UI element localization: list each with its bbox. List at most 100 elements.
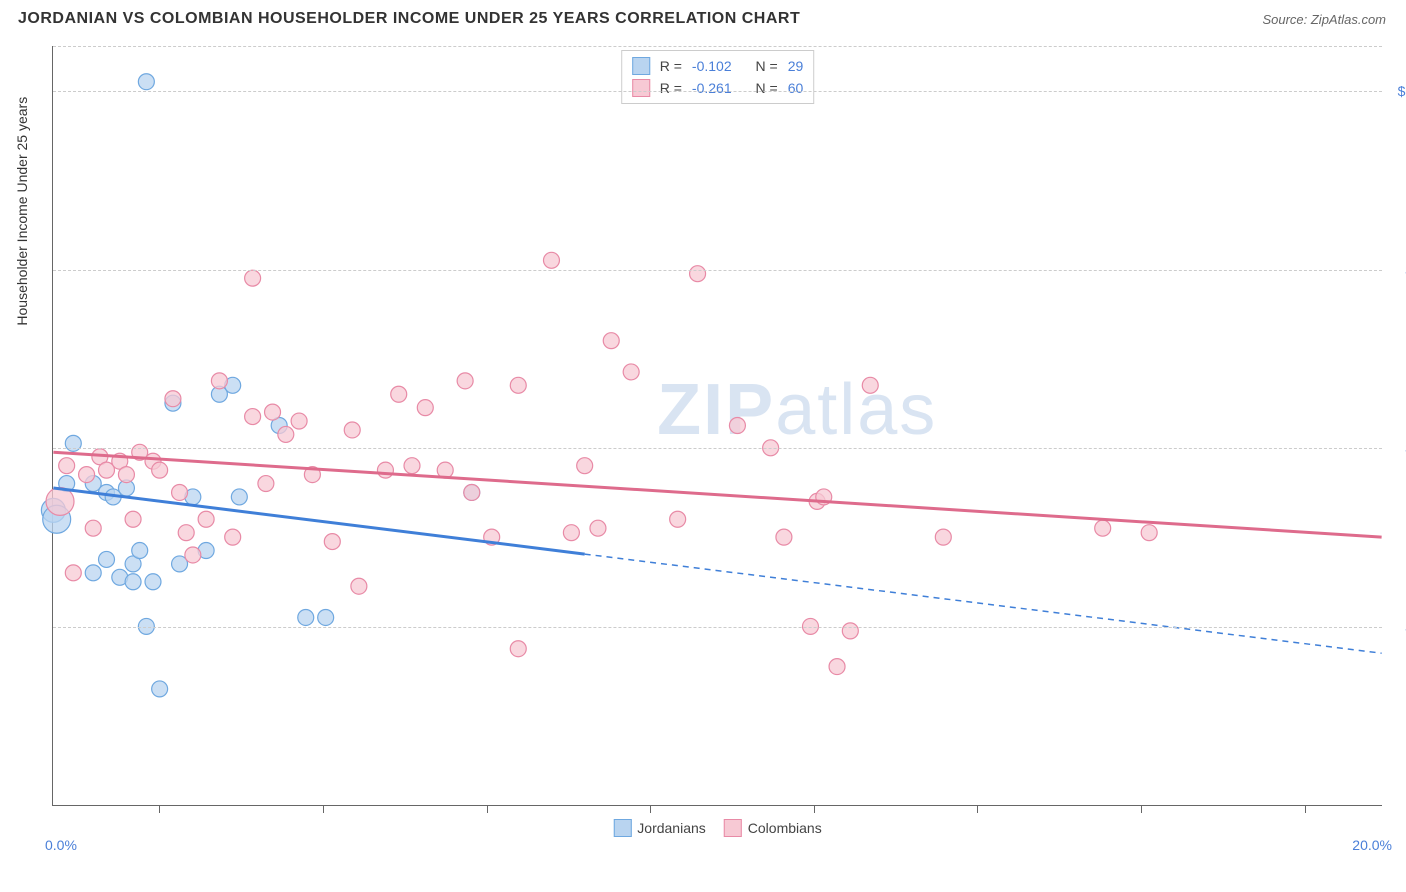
scatter-point: [125, 574, 141, 590]
gridline: [53, 46, 1382, 47]
x-tick: [977, 805, 978, 813]
n-label: N =: [756, 58, 778, 74]
scatter-point: [318, 609, 334, 625]
scatter-point: [729, 418, 745, 434]
scatter-point: [351, 578, 367, 594]
x-tick: [650, 805, 651, 813]
n-value-colombians: 60: [788, 80, 804, 96]
scatter-point: [125, 511, 141, 527]
scatter-point: [510, 641, 526, 657]
x-tick: [323, 805, 324, 813]
x-axis-min: 0.0%: [45, 837, 77, 853]
scatter-svg: [53, 46, 1382, 805]
scatter-point: [59, 458, 75, 474]
regression-line: [53, 452, 1381, 537]
scatter-point: [829, 659, 845, 675]
scatter-point: [417, 400, 433, 416]
chart-title: JORDANIAN VS COLOMBIAN HOUSEHOLDER INCOM…: [18, 10, 800, 28]
x-tick: [1141, 805, 1142, 813]
scatter-point: [265, 404, 281, 420]
legend-item-jordanians: Jordanians: [613, 819, 706, 837]
chart-container: JORDANIAN VS COLOMBIAN HOUSEHOLDER INCOM…: [0, 0, 1406, 892]
swatch-colombians-bottom: [724, 819, 742, 837]
scatter-point: [118, 467, 134, 483]
scatter-point: [510, 377, 526, 393]
scatter-point: [1141, 525, 1157, 541]
scatter-point: [99, 551, 115, 567]
scatter-point: [278, 426, 294, 442]
scatter-point: [298, 609, 314, 625]
scatter-point: [344, 422, 360, 438]
gridline: [53, 270, 1382, 271]
r-value-colombians: -0.261: [692, 80, 732, 96]
scatter-point: [231, 489, 247, 505]
scatter-point: [862, 377, 878, 393]
scatter-point: [138, 74, 154, 90]
x-axis-max: 20.0%: [1352, 837, 1392, 853]
scatter-point: [132, 543, 148, 559]
scatter-point: [623, 364, 639, 380]
scatter-point: [165, 391, 181, 407]
scatter-point: [776, 529, 792, 545]
y-tick-label: $100,000: [1398, 83, 1406, 99]
scatter-point: [172, 484, 188, 500]
scatter-point: [225, 529, 241, 545]
x-tick: [814, 805, 815, 813]
scatter-point: [377, 462, 393, 478]
series-name-colombians: Colombians: [748, 820, 822, 836]
r-label: R =: [660, 80, 682, 96]
scatter-point: [178, 525, 194, 541]
gridline: [53, 627, 1382, 628]
scatter-point: [543, 252, 559, 268]
gridline: [53, 448, 1382, 449]
scatter-point: [258, 476, 274, 492]
gridline: [53, 91, 1382, 92]
regression-line-dashed: [585, 554, 1382, 653]
swatch-colombians: [632, 79, 650, 97]
r-label: R =: [660, 58, 682, 74]
scatter-point: [185, 547, 201, 563]
scatter-point: [563, 525, 579, 541]
source-label: Source: ZipAtlas.com: [1262, 12, 1386, 27]
n-value-jordanians: 29: [788, 58, 804, 74]
x-tick: [159, 805, 160, 813]
series-name-jordanians: Jordanians: [637, 820, 706, 836]
scatter-point: [152, 681, 168, 697]
scatter-point: [46, 487, 74, 515]
scatter-point: [1095, 520, 1111, 536]
scatter-point: [245, 409, 261, 425]
scatter-point: [457, 373, 473, 389]
scatter-point: [245, 270, 261, 286]
scatter-point: [935, 529, 951, 545]
scatter-point: [404, 458, 420, 474]
legend-row-jordanians: R = -0.102 N = 29: [632, 55, 804, 77]
n-label: N =: [756, 80, 778, 96]
scatter-point: [590, 520, 606, 536]
legend-row-colombians: R = -0.261 N = 60: [632, 77, 804, 99]
legend-item-colombians: Colombians: [724, 819, 822, 837]
scatter-point: [145, 574, 161, 590]
title-bar: JORDANIAN VS COLOMBIAN HOUSEHOLDER INCOM…: [0, 0, 1406, 34]
scatter-point: [85, 565, 101, 581]
scatter-point: [65, 565, 81, 581]
scatter-point: [670, 511, 686, 527]
scatter-point: [211, 373, 227, 389]
scatter-point: [291, 413, 307, 429]
scatter-point: [464, 484, 480, 500]
swatch-jordanians-bottom: [613, 819, 631, 837]
series-legend: Jordanians Colombians: [613, 819, 821, 837]
y-axis-title: Householder Income Under 25 years: [14, 97, 30, 326]
scatter-point: [152, 462, 168, 478]
scatter-point: [603, 333, 619, 349]
scatter-point: [391, 386, 407, 402]
scatter-point: [690, 266, 706, 282]
scatter-point: [85, 520, 101, 536]
r-value-jordanians: -0.102: [692, 58, 732, 74]
correlation-legend: R = -0.102 N = 29 R = -0.261 N = 60: [621, 50, 815, 104]
scatter-point: [577, 458, 593, 474]
plot-area: ZIPatlas R = -0.102 N = 29 R = -0.261 N …: [52, 46, 1382, 806]
scatter-point: [324, 534, 340, 550]
x-tick: [487, 805, 488, 813]
x-tick: [1305, 805, 1306, 813]
scatter-point: [842, 623, 858, 639]
